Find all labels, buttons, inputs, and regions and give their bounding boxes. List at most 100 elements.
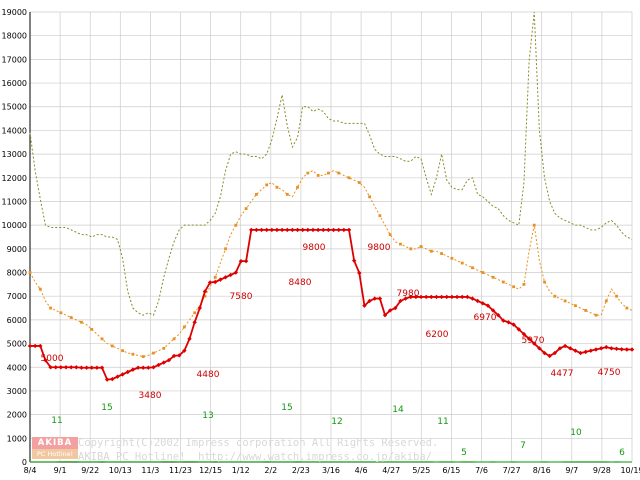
- copyright-watermark: Copyright(C)2002 Impress corporation All…: [78, 437, 439, 449]
- marker-min-price: [53, 365, 58, 370]
- marker-avg-price: [625, 306, 629, 310]
- marker-avg-price: [141, 355, 145, 359]
- data-label: 7580: [230, 292, 253, 302]
- x-tick-label: 2/23: [292, 466, 310, 475]
- marker-avg-price: [327, 171, 330, 175]
- y-tick-label: 9000: [7, 245, 27, 254]
- y-tick-label: 8000: [7, 269, 27, 278]
- marker-min-price: [542, 350, 547, 356]
- x-tick-label: 10/13: [109, 466, 132, 475]
- marker-avg-price: [450, 256, 454, 260]
- y-tick-label: 17000: [2, 55, 27, 64]
- marker-min-price: [624, 347, 630, 352]
- data-label: 15: [101, 403, 112, 413]
- x-tick-label: 7/6: [475, 466, 488, 475]
- marker-min-price: [331, 227, 336, 233]
- marker-min-price: [429, 294, 434, 300]
- akiba-logo-bottom: PC Hotline!: [32, 449, 78, 459]
- site-url-watermark: AKIBA PC Hotline! http://www.watch.impre…: [78, 451, 433, 463]
- marker-min-price: [84, 365, 89, 370]
- marker-avg-price: [574, 304, 577, 308]
- marker-min-price: [187, 336, 192, 342]
- series-avg-price: [28, 170, 633, 359]
- marker-min-price: [68, 365, 74, 370]
- marker-min-price: [382, 312, 388, 318]
- marker-min-price: [588, 348, 594, 353]
- akiba-logo-top: AKIBA: [32, 437, 78, 449]
- marker-avg-price: [594, 313, 598, 317]
- marker-min-price: [583, 349, 588, 355]
- marker-min-price: [434, 294, 439, 300]
- marker-min-price: [619, 347, 624, 352]
- y-tick-label: 14000: [2, 126, 27, 135]
- x-tick-label: 1/12: [232, 466, 250, 475]
- x-tick-label: 12/15: [199, 466, 222, 475]
- y-tick-label: 19000: [2, 8, 27, 17]
- data-labels: 5000 3480 4480 7580 8480 9800 9800 7980 6200 6970…: [41, 243, 626, 458]
- marker-min-price: [351, 258, 357, 263]
- marker-avg-price: [419, 245, 423, 248]
- marker-min-price: [279, 227, 285, 233]
- marker-min-price: [547, 353, 552, 359]
- marker-min-price: [156, 362, 161, 368]
- marker-avg-price: [275, 185, 279, 189]
- marker-min-price: [557, 346, 563, 351]
- marker-avg-price: [152, 351, 155, 355]
- marker-min-price: [27, 343, 33, 349]
- marker-min-price: [470, 296, 475, 301]
- marker-avg-price: [512, 285, 516, 289]
- marker-min-price: [629, 347, 635, 352]
- marker-min-price: [295, 227, 300, 233]
- y-tick-label: 15000: [2, 103, 27, 112]
- marker-avg-price: [604, 299, 608, 303]
- marker-avg-price: [337, 171, 341, 175]
- data-label: 8480: [289, 278, 312, 288]
- marker-min-price: [423, 294, 429, 300]
- marker-avg-price: [471, 266, 474, 270]
- marker-min-price: [89, 365, 94, 370]
- series-max-price: [29, 11, 633, 316]
- marker-min-price: [151, 365, 156, 370]
- marker-min-price: [372, 296, 377, 301]
- marker-min-price: [562, 343, 568, 349]
- marker-avg-price: [69, 316, 73, 319]
- marker-min-price: [604, 344, 609, 350]
- marker-avg-price: [254, 192, 258, 196]
- series-line-max-price: [29, 11, 633, 316]
- marker-min-price: [99, 365, 105, 370]
- marker-avg-price: [584, 309, 588, 312]
- data-label: 5000: [41, 354, 64, 364]
- marker-min-price: [74, 365, 79, 370]
- marker-min-price: [568, 346, 573, 351]
- marker-avg-price: [378, 214, 382, 218]
- marker-min-price: [228, 272, 233, 278]
- x-tick-label: 9/7: [565, 466, 578, 475]
- data-label: 10: [570, 428, 582, 438]
- marker-min-price: [496, 312, 501, 318]
- marker-min-price: [32, 343, 38, 349]
- data-label: 5: [461, 448, 467, 458]
- marker-min-price: [552, 350, 558, 356]
- y-tick-label: 7000: [7, 292, 27, 301]
- marker-min-price: [166, 357, 172, 363]
- data-label: 6200: [426, 330, 449, 340]
- marker-avg-price: [38, 287, 42, 291]
- data-label: 14: [392, 405, 404, 415]
- y-tick-label: 13000: [2, 150, 27, 159]
- data-label: 7: [520, 441, 526, 451]
- x-tick-label: 3/16: [322, 466, 340, 475]
- x-tick-label: 9/1: [54, 466, 67, 475]
- marker-avg-price: [429, 249, 433, 253]
- marker-min-price: [177, 353, 182, 358]
- marker-min-price: [346, 227, 352, 233]
- y-tick-label: 5000: [7, 340, 27, 349]
- x-tick-label: 11/3: [141, 466, 159, 475]
- marker-avg-price: [110, 344, 114, 348]
- marker-min-price: [285, 227, 290, 233]
- marker-avg-price: [203, 294, 207, 298]
- marker-min-price: [104, 377, 110, 382]
- marker-avg-price: [100, 337, 104, 341]
- marker-min-price: [444, 294, 449, 300]
- x-tick-label: 10/19: [620, 466, 640, 475]
